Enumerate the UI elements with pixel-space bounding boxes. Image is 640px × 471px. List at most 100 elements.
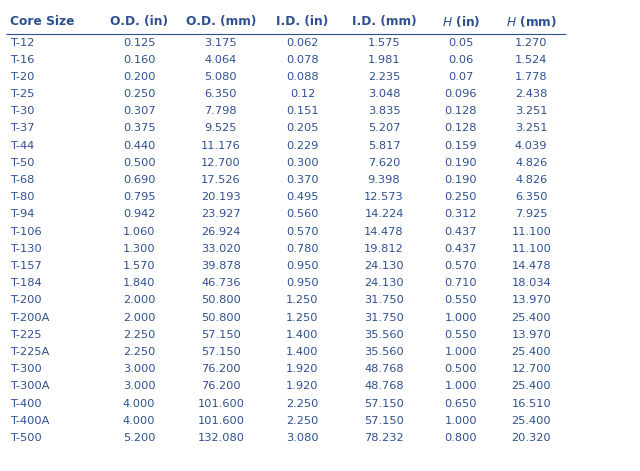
Text: I.D. (in): I.D. (in) bbox=[276, 15, 328, 28]
Text: 0.250: 0.250 bbox=[123, 89, 156, 99]
Text: 1.570: 1.570 bbox=[123, 261, 156, 271]
Text: 101.600: 101.600 bbox=[197, 398, 244, 408]
Text: T-200: T-200 bbox=[10, 295, 41, 305]
Text: 1.400: 1.400 bbox=[286, 347, 319, 357]
Text: 48.768: 48.768 bbox=[364, 364, 404, 374]
Text: 1.524: 1.524 bbox=[515, 55, 547, 65]
Text: 0.062: 0.062 bbox=[286, 38, 319, 48]
Text: 0.160: 0.160 bbox=[123, 55, 156, 65]
Text: 2.250: 2.250 bbox=[286, 398, 319, 408]
Text: $\it{H}$ (in): $\it{H}$ (in) bbox=[442, 14, 480, 29]
Text: 0.12: 0.12 bbox=[290, 89, 315, 99]
Text: 35.560: 35.560 bbox=[364, 347, 404, 357]
Text: 14.478: 14.478 bbox=[364, 227, 404, 236]
Text: 0.190: 0.190 bbox=[445, 158, 477, 168]
Text: T-44: T-44 bbox=[10, 141, 34, 151]
Text: 0.125: 0.125 bbox=[123, 38, 156, 48]
Text: 1.000: 1.000 bbox=[445, 347, 477, 357]
Text: 0.06: 0.06 bbox=[448, 55, 474, 65]
Text: T-400A: T-400A bbox=[10, 416, 49, 426]
Text: 76.200: 76.200 bbox=[201, 382, 241, 391]
Text: T-225: T-225 bbox=[10, 330, 41, 340]
Text: 1.300: 1.300 bbox=[123, 244, 156, 254]
Text: 2.438: 2.438 bbox=[515, 89, 547, 99]
Text: 0.570: 0.570 bbox=[445, 261, 477, 271]
Text: 0.128: 0.128 bbox=[445, 123, 477, 133]
Text: 35.560: 35.560 bbox=[364, 330, 404, 340]
Text: 11.176: 11.176 bbox=[201, 141, 241, 151]
Text: T-30: T-30 bbox=[10, 106, 34, 116]
Text: 1.840: 1.840 bbox=[123, 278, 156, 288]
Text: 1.778: 1.778 bbox=[515, 72, 547, 82]
Text: 50.800: 50.800 bbox=[201, 295, 241, 305]
Text: 57.150: 57.150 bbox=[364, 416, 404, 426]
Text: 0.375: 0.375 bbox=[123, 123, 156, 133]
Text: 0.151: 0.151 bbox=[286, 106, 319, 116]
Text: 23.927: 23.927 bbox=[201, 210, 241, 219]
Text: 0.205: 0.205 bbox=[286, 123, 319, 133]
Text: 1.000: 1.000 bbox=[445, 416, 477, 426]
Text: T-20: T-20 bbox=[10, 72, 34, 82]
Text: 1.250: 1.250 bbox=[286, 295, 319, 305]
Text: 12.700: 12.700 bbox=[511, 364, 551, 374]
Text: 0.229: 0.229 bbox=[286, 141, 319, 151]
Text: 12.700: 12.700 bbox=[201, 158, 241, 168]
Text: 0.650: 0.650 bbox=[445, 398, 477, 408]
Text: 78.232: 78.232 bbox=[364, 433, 404, 443]
Text: T-50: T-50 bbox=[10, 158, 34, 168]
Text: 14.478: 14.478 bbox=[511, 261, 551, 271]
Text: 11.100: 11.100 bbox=[511, 227, 551, 236]
Text: 3.000: 3.000 bbox=[123, 382, 156, 391]
Text: $\it{H}$ (mm): $\it{H}$ (mm) bbox=[506, 14, 557, 29]
Text: 7.798: 7.798 bbox=[205, 106, 237, 116]
Text: T-37: T-37 bbox=[10, 123, 34, 133]
Text: 0.078: 0.078 bbox=[286, 55, 319, 65]
Text: 1.000: 1.000 bbox=[445, 313, 477, 323]
Text: 0.800: 0.800 bbox=[445, 433, 477, 443]
Text: T-400: T-400 bbox=[10, 398, 41, 408]
Text: 0.096: 0.096 bbox=[445, 89, 477, 99]
Text: 1.270: 1.270 bbox=[515, 38, 547, 48]
Text: T-12: T-12 bbox=[10, 38, 34, 48]
Text: 0.495: 0.495 bbox=[286, 192, 319, 202]
Text: Core Size: Core Size bbox=[10, 15, 74, 28]
Text: 46.736: 46.736 bbox=[201, 278, 241, 288]
Text: 0.710: 0.710 bbox=[445, 278, 477, 288]
Text: 4.000: 4.000 bbox=[123, 398, 156, 408]
Text: 18.034: 18.034 bbox=[511, 278, 551, 288]
Text: 5.207: 5.207 bbox=[368, 123, 400, 133]
Text: 1.920: 1.920 bbox=[286, 364, 319, 374]
Text: I.D. (mm): I.D. (mm) bbox=[352, 15, 416, 28]
Text: 0.942: 0.942 bbox=[123, 210, 156, 219]
Text: 0.795: 0.795 bbox=[123, 192, 156, 202]
Text: 0.437: 0.437 bbox=[445, 227, 477, 236]
Text: 0.690: 0.690 bbox=[123, 175, 156, 185]
Text: 3.175: 3.175 bbox=[205, 38, 237, 48]
Text: 0.500: 0.500 bbox=[123, 158, 156, 168]
Text: 57.150: 57.150 bbox=[201, 330, 241, 340]
Text: 14.224: 14.224 bbox=[364, 210, 404, 219]
Text: 3.080: 3.080 bbox=[286, 433, 319, 443]
Text: 16.510: 16.510 bbox=[511, 398, 551, 408]
Text: 0.128: 0.128 bbox=[445, 106, 477, 116]
Text: 1.060: 1.060 bbox=[123, 227, 156, 236]
Text: 24.130: 24.130 bbox=[364, 261, 404, 271]
Text: T-300: T-300 bbox=[10, 364, 42, 374]
Text: 0.200: 0.200 bbox=[123, 72, 156, 82]
Text: T-200A: T-200A bbox=[10, 313, 49, 323]
Text: 4.000: 4.000 bbox=[123, 416, 156, 426]
Text: 0.250: 0.250 bbox=[445, 192, 477, 202]
Text: 0.550: 0.550 bbox=[445, 295, 477, 305]
Text: 0.560: 0.560 bbox=[286, 210, 319, 219]
Text: 31.750: 31.750 bbox=[364, 313, 404, 323]
Text: 0.307: 0.307 bbox=[123, 106, 156, 116]
Text: 13.970: 13.970 bbox=[511, 330, 551, 340]
Text: 24.130: 24.130 bbox=[364, 278, 404, 288]
Text: 5.200: 5.200 bbox=[123, 433, 156, 443]
Text: T-94: T-94 bbox=[10, 210, 34, 219]
Text: 0.05: 0.05 bbox=[448, 38, 474, 48]
Text: 50.800: 50.800 bbox=[201, 313, 241, 323]
Text: O.D. (in): O.D. (in) bbox=[110, 15, 168, 28]
Text: T-80: T-80 bbox=[10, 192, 34, 202]
Text: 57.150: 57.150 bbox=[364, 398, 404, 408]
